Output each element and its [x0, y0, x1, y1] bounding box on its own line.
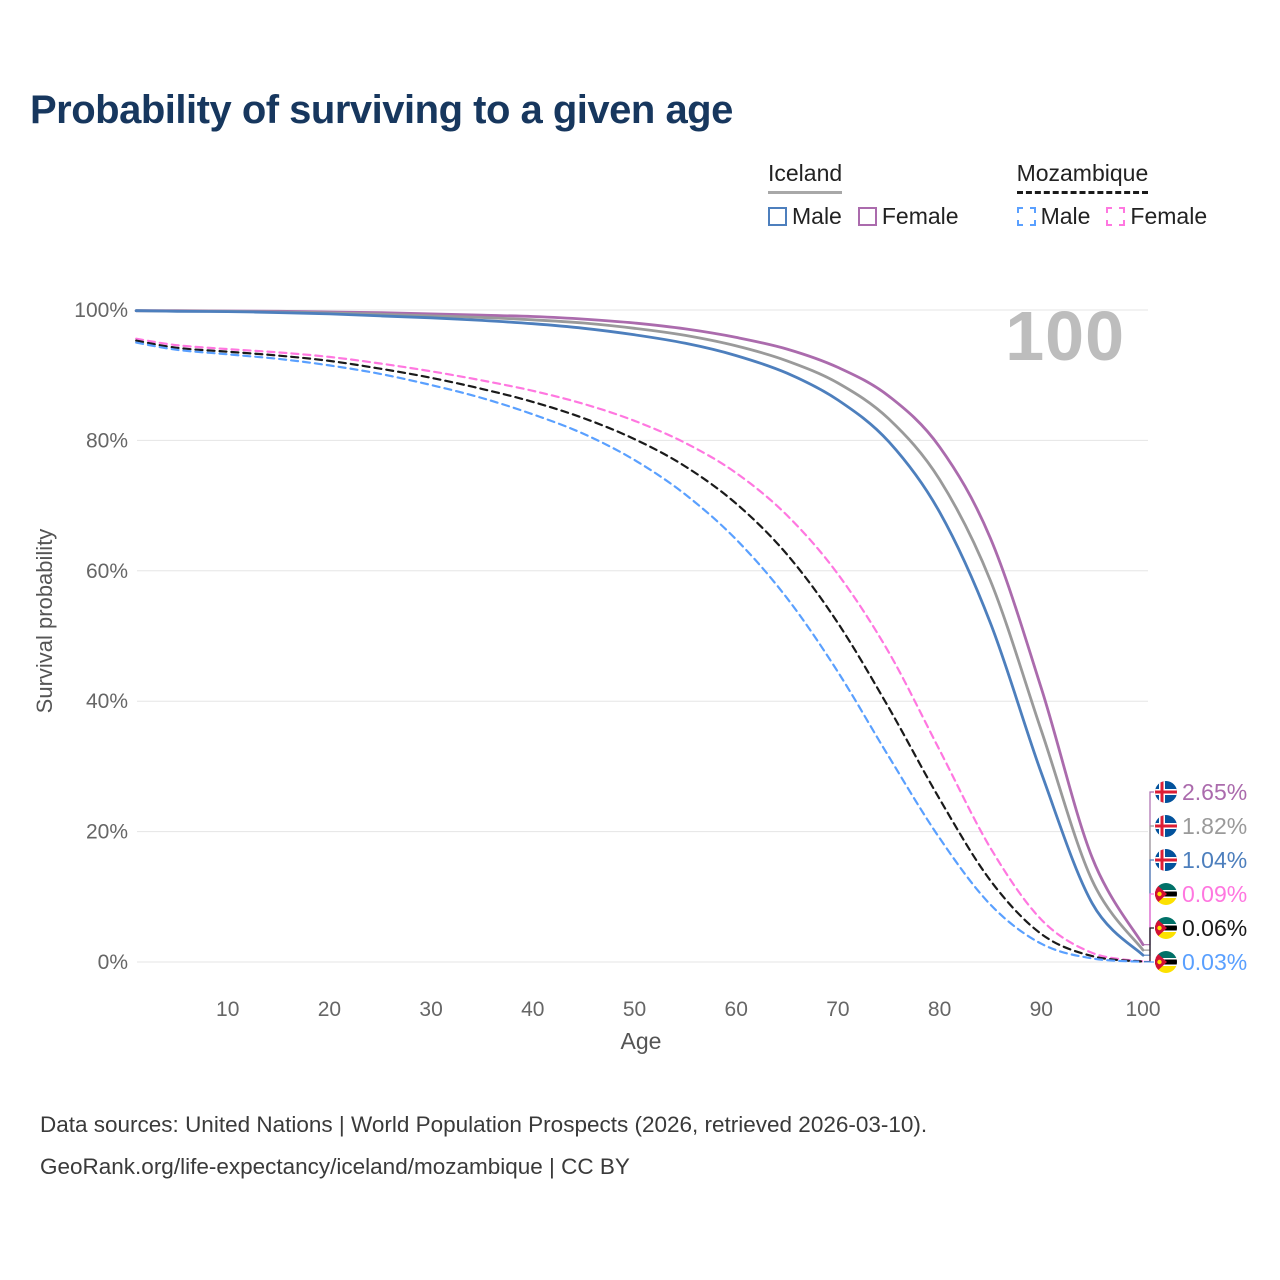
- end-label-leader-iceland-male: [1144, 859, 1154, 956]
- legend-item-mozambique-female[interactable]: Female: [1106, 203, 1207, 230]
- x-tick-label-80: 80: [928, 998, 951, 1021]
- x-tick-label-90: 90: [1030, 998, 1053, 1021]
- legend-header-mozambique: Mozambique: [1016, 160, 1149, 194]
- x-tick-label-40: 40: [521, 998, 544, 1021]
- x-tick-label-10: 10: [216, 998, 239, 1021]
- legend-label-mozambique-female: Female: [1130, 203, 1208, 229]
- x-tick-label-70: 70: [826, 998, 849, 1021]
- footer: Data sources: United Nations | World Pop…: [40, 1104, 927, 1188]
- end-label-iceland-both: 1.82%: [1182, 813, 1247, 839]
- legend-item-iceland-female[interactable]: Female: [857, 203, 959, 230]
- end-label-mozambique-both: 0.06%: [1182, 915, 1247, 941]
- y-tick-label-40: 40%: [86, 690, 128, 713]
- end-label-leader-iceland-female: [1144, 791, 1154, 946]
- y-tick-label-20: 20%: [86, 821, 128, 844]
- legend-swatch-mozambique-male: [1016, 207, 1036, 226]
- legend-item-iceland-male[interactable]: Male: [768, 203, 842, 230]
- legend: Iceland Male Female Mozambique Male: [768, 160, 1207, 230]
- y-tick-label-80: 80%: [86, 429, 128, 452]
- x-tick-label-50: 50: [623, 998, 646, 1021]
- flag-mozambique-icon: [1155, 883, 1177, 905]
- end-label-mozambique-male: 0.03%: [1182, 949, 1247, 975]
- page-title: Probability of surviving to a given age: [30, 88, 733, 132]
- end-label-mozambique-female: 0.09%: [1182, 881, 1247, 907]
- flag-iceland-icon: [1155, 849, 1177, 871]
- legend-items-mozambique: Male Female: [1016, 203, 1207, 230]
- y-tick-label-60: 60%: [86, 560, 128, 583]
- footer-data-sources: Data sources: United Nations | World Pop…: [40, 1112, 928, 1137]
- legend-item-mozambique-male[interactable]: Male: [1016, 203, 1091, 230]
- x-axis-title: Age: [620, 1028, 662, 1054]
- y-tick-label-0: 0%: [98, 951, 128, 974]
- flag-mozambique-icon: [1155, 917, 1177, 939]
- x-tick-label-30: 30: [419, 998, 442, 1021]
- x-tick-label-20: 20: [318, 998, 341, 1021]
- legend-label-mozambique-male: Male: [1040, 203, 1091, 229]
- y-tick-label-100: 100%: [74, 299, 128, 322]
- legend-header-iceland: Iceland: [768, 160, 843, 194]
- legend-group-mozambique: Mozambique Male Female: [1016, 160, 1207, 230]
- y-axis-title: Survival probability: [32, 528, 57, 714]
- flag-mozambique-icon: [1155, 951, 1177, 973]
- flag-iceland-icon: [1155, 815, 1177, 837]
- legend-label-iceland-female: Female: [881, 203, 959, 229]
- end-label-leader-iceland-both: [1144, 825, 1154, 951]
- legend-group-iceland: Iceland Male Female: [768, 160, 959, 230]
- end-label-iceland-female: 2.65%: [1182, 779, 1247, 805]
- series-path-mozambique-male: [135, 341, 1145, 963]
- series-path-iceland-male: [134, 309, 1145, 957]
- series-path-mozambique-female: [135, 337, 1145, 963]
- legend-label-iceland-male: Male: [792, 203, 842, 229]
- legend-swatch-mozambique-female: [1106, 207, 1126, 226]
- x-tick-label-60: 60: [725, 998, 748, 1021]
- series-path-mozambique-both: [135, 339, 1145, 963]
- end-label-iceland-male: 1.04%: [1182, 847, 1247, 873]
- x-tick-label-100: 100: [1125, 998, 1160, 1021]
- legend-swatch-iceland-female: [857, 207, 877, 226]
- flag-iceland-icon: [1155, 781, 1177, 803]
- legend-swatch-iceland-male: [768, 207, 787, 226]
- legend-items-iceland: Male Female: [768, 203, 959, 230]
- footer-attribution: GeoRank.org/life-expectancy/iceland/moza…: [40, 1154, 630, 1179]
